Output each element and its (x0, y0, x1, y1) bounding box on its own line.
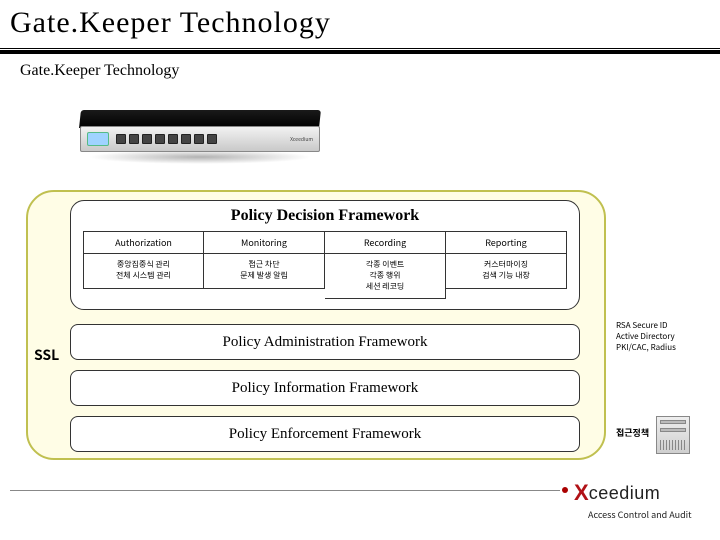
appliance-screen (87, 132, 109, 146)
page-subtitle: Gate.Keeper Technology (20, 62, 179, 80)
server-icon (652, 410, 696, 456)
pdf-head: Monitoring (204, 231, 325, 254)
ethernet-port-icon (116, 134, 126, 144)
appliance-image: Xceedium (80, 110, 320, 166)
pef-annotation: 접근정책 (616, 426, 649, 439)
slide: Gate.Keeper Technology Gate.Keeper Techn… (0, 0, 720, 540)
pdf-col-monitoring: Monitoring 접근 차단문제 발생 알림 (204, 231, 325, 299)
pdf-cell: 중앙집중식 관리전체 시스템 관리 (83, 254, 204, 289)
policy-decision-framework: Policy Decision Framework Authorization … (70, 200, 580, 310)
paf-note-line: PKI/CAC, Radius (616, 343, 676, 354)
ethernet-port-icon (155, 134, 165, 144)
ethernet-port-icon (194, 134, 204, 144)
title-rule-thin (0, 48, 720, 49)
ethernet-port-icon (181, 134, 191, 144)
brand-tagline: Access Control and Audit (588, 508, 692, 521)
brand-name: ceedium (589, 483, 661, 504)
pdf-head: Recording (325, 231, 446, 254)
brand-mark-icon: X (574, 480, 587, 506)
ethernet-port-icon (142, 134, 152, 144)
pdf-head: Authorization (83, 231, 204, 254)
pdf-cell: 접근 차단문제 발생 알림 (204, 254, 325, 289)
brand-logo: X ceedium (574, 480, 660, 506)
page-title: Gate.Keeper Technology (10, 6, 331, 40)
pdf-head: Reporting (446, 231, 567, 254)
ethernet-port-icon (168, 134, 178, 144)
title-rule-thick (0, 50, 720, 54)
pdf-grid: Authorization 중앙집중식 관리전체 시스템 관리 Monitori… (83, 231, 567, 299)
pdf-col-recording: Recording 각종 이벤트각종 행위세션 레코딩 (325, 231, 446, 299)
policy-enforcement-framework: Policy Enforcement Framework (70, 416, 580, 452)
footer-dot-icon (562, 487, 568, 493)
ethernet-port-icon (129, 134, 139, 144)
pdf-title: Policy Decision Framework (71, 201, 579, 225)
paf-note-line: Active Directory (616, 332, 676, 343)
policy-information-framework: Policy Information Framework (70, 370, 580, 406)
pdf-col-authorization: Authorization 중앙집중식 관리전체 시스템 관리 (83, 231, 204, 299)
ssl-label: SSL (34, 345, 59, 365)
policy-administration-framework: Policy Administration Framework (70, 324, 580, 360)
paf-annotation: RSA Secure ID Active Directory PKI/CAC, … (616, 321, 676, 353)
footer-rule (10, 490, 560, 491)
pdf-cell: 커스터마이징검색 기능 내장 (446, 254, 567, 289)
appliance-brand: Xceedium (290, 136, 313, 143)
pdf-col-reporting: Reporting 커스터마이징검색 기능 내장 (446, 231, 567, 299)
pdf-cell: 각종 이벤트각종 행위세션 레코딩 (325, 254, 446, 299)
ethernet-port-icon (207, 134, 217, 144)
